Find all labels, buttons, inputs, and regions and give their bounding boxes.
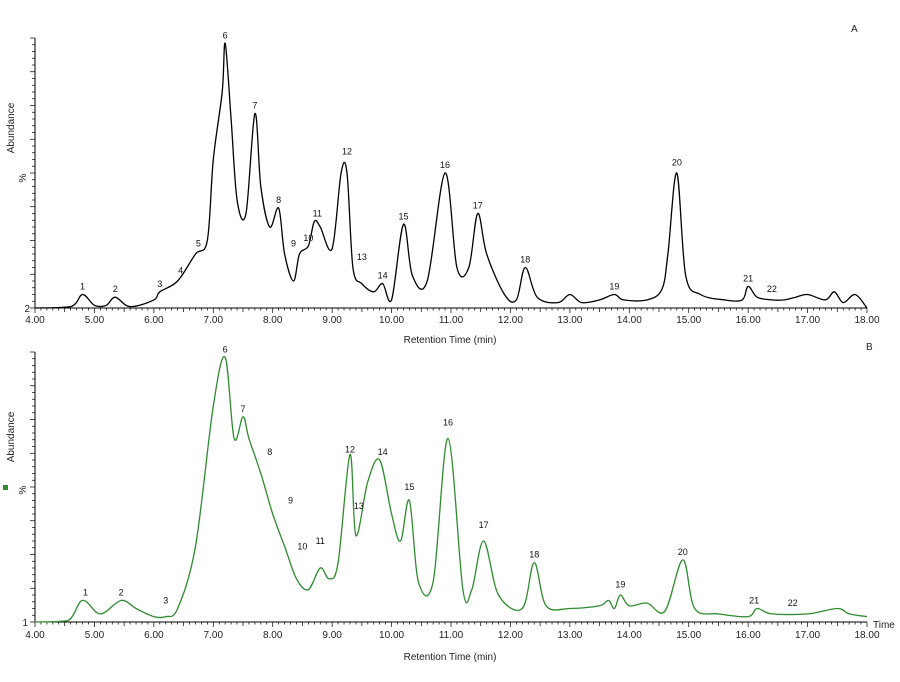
panel-a-peak-label: 19 [609, 282, 619, 292]
panel-a-x-tick-label: 15.00 [676, 315, 701, 326]
panel-a-x-tick-label: 12.00 [498, 315, 523, 326]
panel-b-x-tick-label: 14.00 [617, 630, 642, 641]
panel-b-x-tick-label: 15.00 [676, 630, 701, 641]
panel-b-peak-label: 15 [404, 482, 414, 492]
panel-a-x-tick-label: 10.00 [379, 315, 404, 326]
panel-b-x-axis-word: Time [873, 620, 895, 631]
panel-a-y-min-label: 2 [24, 304, 30, 315]
panel-a-x-tick-label: 9.00 [322, 315, 342, 326]
panel-b-peak-label: 2 [119, 587, 124, 597]
panel-a-y-unit: % [18, 173, 29, 182]
panel-b-series-marker [3, 485, 8, 490]
panel-a-x-tick-label: 16.00 [736, 315, 761, 326]
panel-a-peak-label: 4 [178, 265, 183, 275]
panel-a-x-tick-label: 17.00 [795, 315, 820, 326]
panel-a-peak-label: 17 [473, 201, 483, 211]
panel-a-x-axis-title: Retention Time (min) [404, 335, 497, 346]
panel-a-chromatogram-trace [34, 42, 868, 309]
chromatogram-panel-a: A 2 Abundance % Retention Time (min) 4.0… [6, 24, 880, 346]
panel-b-peak-label: 10 [297, 542, 307, 552]
panel-a-peak-label: 14 [378, 271, 388, 281]
panel-b-x-tick-label: 7.00 [204, 630, 224, 641]
panel-a-x-tick-label: 5.00 [85, 315, 105, 326]
panel-a-y-axis-title: Abundance [6, 102, 17, 153]
panel-b-x-tick-label: 4.00 [25, 630, 45, 641]
panel-b-peak-label: 11 [316, 536, 325, 546]
panel-a-x-tick-label: 8.00 [263, 315, 283, 326]
panel-b-x-tick-label: 11.00 [439, 630, 464, 641]
panel-a-x-tick-label: 13.00 [557, 315, 582, 326]
panel-a-peak-label: 6 [223, 30, 228, 40]
panel-a-x-tick-label: 14.00 [617, 315, 642, 326]
panel-b-peak-label: 20 [678, 547, 688, 557]
panel-b-chromatogram-trace [34, 355, 868, 623]
chromatogram-panel-b: B 1 Abundance % Time Retention Time (min… [3, 342, 895, 663]
panel-b-peak-label: 6 [223, 344, 228, 354]
panel-a-peak-label: 5 [196, 238, 201, 248]
panel-b-x-tick-label: 17.00 [795, 630, 820, 641]
panel-a-peak-label: 3 [157, 279, 162, 289]
panel-b-y-min-label: 1 [22, 618, 28, 629]
panel-b-peak-label: 18 [529, 550, 539, 560]
panel-a-peak-label: 2 [113, 284, 118, 294]
panel-a-label: A [851, 24, 858, 35]
panel-b-x-tick-label: 18.00 [854, 630, 879, 641]
panel-b-y-axis-title: Abundance [6, 411, 17, 462]
panel-a-peak-label: 1 [80, 282, 85, 292]
panel-b-x-tick-label: 9.00 [322, 630, 342, 641]
panel-b-peak-label: 16 [443, 417, 453, 427]
panel-a-x-tick-label: 18.00 [854, 315, 879, 326]
panel-b-peak-label: 3 [163, 596, 168, 606]
panel-b-peak-label: 9 [288, 496, 293, 506]
panel-b-x-tick-label: 16.00 [736, 630, 761, 641]
panel-a-peak-label: 11 [313, 209, 322, 219]
panel-b-peak-label: 19 [615, 579, 625, 589]
panel-a-peak-label: 8 [276, 195, 281, 205]
panel-a-x-tick-label: 6.00 [144, 315, 164, 326]
panel-b-label: B [866, 342, 873, 353]
panel-a-peak-label: 16 [440, 160, 450, 170]
panel-b-x-tick-label: 5.00 [85, 630, 105, 641]
panel-a-x-tick-label: 4.00 [25, 315, 45, 326]
panel-b-peak-label: 22 [788, 598, 798, 608]
panel-a-peak-label: 13 [357, 252, 367, 262]
panel-a-peak-label: 22 [767, 284, 777, 294]
panel-b-peak-label: 1 [83, 587, 88, 597]
panel-a-peak-label: 18 [520, 255, 530, 265]
panel-b-x-tick-label: 6.00 [144, 630, 164, 641]
panel-a-peak-label: 10 [303, 233, 313, 243]
panel-b-x-axis-title: Retention Time (min) [404, 652, 497, 663]
panel-b-x-tick-label: 13.00 [557, 630, 582, 641]
panel-b-y-unit: % [18, 485, 29, 494]
panel-b-x-tick-label: 8.00 [263, 630, 283, 641]
panel-b-x-tick-label: 12.00 [498, 630, 523, 641]
panel-b-peak-label: 21 [749, 596, 759, 606]
panel-b-x-tick-label: 10.00 [379, 630, 404, 641]
panel-a-peak-label: 7 [252, 101, 257, 111]
panel-a-x-tick-label: 7.00 [204, 315, 224, 326]
panel-a-peak-label: 9 [291, 238, 296, 248]
panel-b-peak-label: 17 [479, 520, 489, 530]
panel-a-peak-label: 15 [398, 211, 408, 221]
panel-a-peak-label: 12 [342, 147, 352, 157]
panel-a-peak-label: 21 [743, 273, 753, 283]
panel-b-peak-label: 8 [267, 447, 272, 457]
panel-a-x-tick-label: 11.00 [439, 315, 464, 326]
panel-b-peak-label: 7 [240, 404, 245, 414]
panel-a-peak-label: 20 [672, 157, 682, 167]
panel-b-peak-label: 14 [378, 447, 388, 457]
panel-b-peak-label: 12 [345, 444, 355, 454]
panel-b-peak-label: 13 [354, 501, 364, 511]
